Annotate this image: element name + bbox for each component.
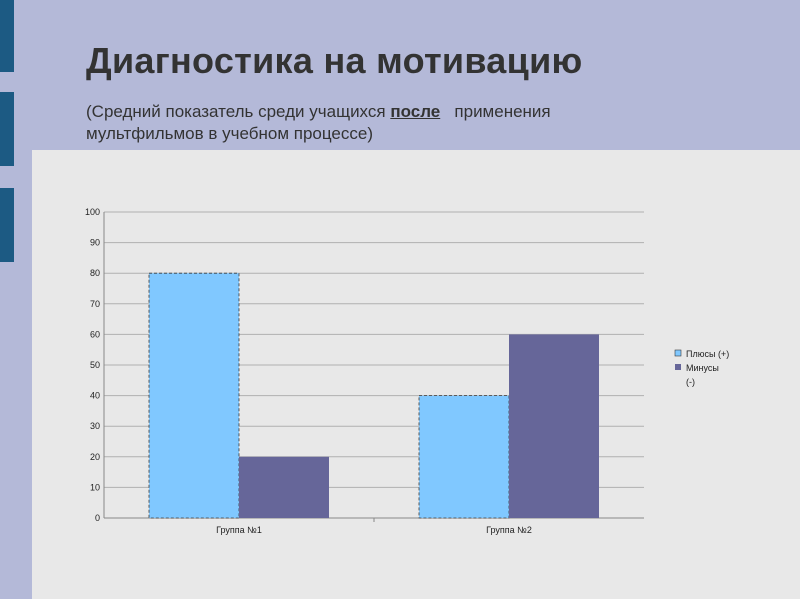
bar-plus (418, 395, 510, 519)
slide-subtitle: (Средний показатель среди учащихся после… (86, 101, 646, 145)
subtitle-part-1: (Средний показатель среди учащихся (86, 102, 391, 121)
bar-plus (148, 272, 240, 519)
y-tick-label: 10 (90, 482, 100, 492)
bar-minus (509, 334, 599, 518)
subtitle-part-2: применения мультфильмов в учебном процес… (86, 102, 551, 143)
slide-title: Диагностика на мотивацию (86, 40, 583, 81)
y-tick-label: 0 (95, 513, 100, 523)
x-tick-label: Группа №2 (486, 525, 532, 535)
accent-bar-middle (0, 92, 14, 166)
subtitle-emphasis: после (390, 102, 441, 121)
bar-chart: 0 10 20 30 40 50 60 70 80 90 100 Группа №1 Группа №2… (85, 207, 729, 535)
y-tick-label: 20 (90, 452, 100, 462)
accent-bar-bottom (0, 188, 14, 262)
y-tick-label: 100 (85, 207, 100, 217)
legend-label: Плюсы (+) (686, 349, 729, 359)
y-tick-label: 30 (90, 421, 100, 431)
y-tick-label: 60 (90, 329, 100, 339)
y-tick-label: 90 (90, 238, 100, 248)
y-tick-label: 70 (90, 299, 100, 309)
x-tick-label: Группа №1 (216, 525, 262, 535)
chart-panel: 0 10 20 30 40 50 60 70 80 90 100 Группа №1 Группа №2… (32, 150, 800, 599)
y-tick-label: 40 (90, 391, 100, 401)
legend-label: Минусы (-) (686, 363, 719, 387)
y-tick-label: 50 (90, 360, 100, 370)
accent-bar-top (0, 0, 14, 72)
legend-swatch (674, 349, 682, 357)
y-tick-label: 80 (90, 268, 100, 278)
bar-minus (239, 456, 329, 518)
legend-swatch (675, 364, 681, 370)
